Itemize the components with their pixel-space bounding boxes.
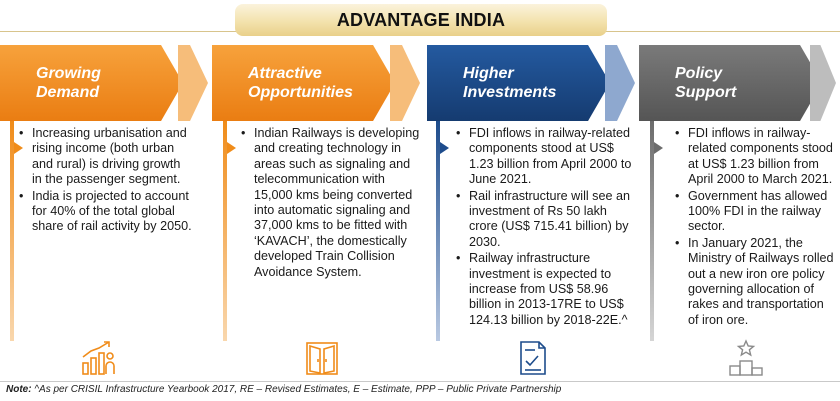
page-title: ADVANTAGE INDIA: [336, 9, 506, 30]
banner-higher-investments: Higher Investments: [427, 45, 610, 121]
column-rule: [436, 121, 440, 341]
banner-heading-line1: Policy: [675, 65, 723, 82]
banner-chevron: [605, 45, 635, 121]
banner-heading-line2: Support: [675, 84, 737, 101]
certificate-document-icon: [520, 341, 546, 375]
list-item: Railway infrastructure investment is exp…: [455, 251, 635, 328]
bullet-list: Increasing urbanisation and rising incom…: [18, 126, 193, 236]
podium-star-icon: [729, 339, 763, 376]
banner-heading-line1: Growing: [36, 65, 101, 82]
banner-growing-demand: Growing Demand: [0, 45, 183, 121]
column-rule: [223, 121, 227, 341]
footnote: Note: ^As per CRISIL Infrastructure Year…: [6, 384, 561, 395]
list-item: Government has allowed 100% FDI in the r…: [674, 189, 836, 235]
list-item: Rail infrastructure will see an investme…: [455, 189, 635, 251]
list-item: Indian Railways is developing and creati…: [240, 126, 420, 280]
footnote-label: Note:: [6, 384, 32, 395]
bullet-list: Indian Railways is developing and creati…: [240, 126, 420, 281]
bullet-marker: [440, 142, 449, 154]
bullet-marker: [227, 142, 236, 154]
banner-chevron: [810, 45, 836, 121]
list-item: FDI inflows in railway-related component…: [455, 126, 635, 188]
footer-rule: [0, 381, 840, 382]
column-rule: [10, 121, 14, 341]
list-item: India is projected to account for 40% of…: [18, 189, 193, 235]
footnote-text: ^As per CRISIL Infrastructure Yearbook 2…: [31, 384, 562, 395]
banner-heading-line2: Opportunities: [248, 84, 353, 101]
bullet-marker: [654, 142, 663, 154]
banner-chevron: [178, 45, 208, 121]
open-door-icon: [306, 342, 338, 375]
column-rule: [650, 121, 654, 341]
banner-attractive-opportunities: Attractive Opportunities: [212, 45, 395, 121]
title-banner: ADVANTAGE INDIA: [235, 4, 607, 36]
banner-heading-line1: Higher: [463, 65, 514, 82]
bullet-list: FDI inflows in railway-related component…: [455, 126, 635, 329]
banner-policy-support: Policy Support: [639, 45, 822, 121]
growth-chart-people-icon: [82, 341, 115, 375]
banner-heading-line2: Investments: [463, 84, 557, 101]
banner-heading-line1: Attractive: [248, 65, 322, 82]
list-item: Increasing urbanisation and rising incom…: [18, 126, 193, 188]
list-item: FDI inflows in railway-related component…: [674, 126, 836, 188]
list-item: In January 2021, the Ministry of Railway…: [674, 236, 836, 328]
bullet-list: FDI inflows in railway-related component…: [674, 126, 836, 329]
banner-heading-line2: Demand: [36, 84, 100, 101]
banner-chevron: [390, 45, 420, 121]
